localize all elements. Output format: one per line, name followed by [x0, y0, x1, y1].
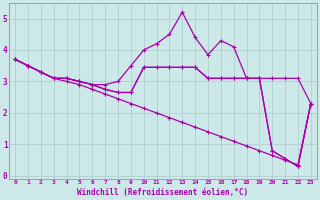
X-axis label: Windchill (Refroidissement éolien,°C): Windchill (Refroidissement éolien,°C) — [77, 188, 249, 197]
